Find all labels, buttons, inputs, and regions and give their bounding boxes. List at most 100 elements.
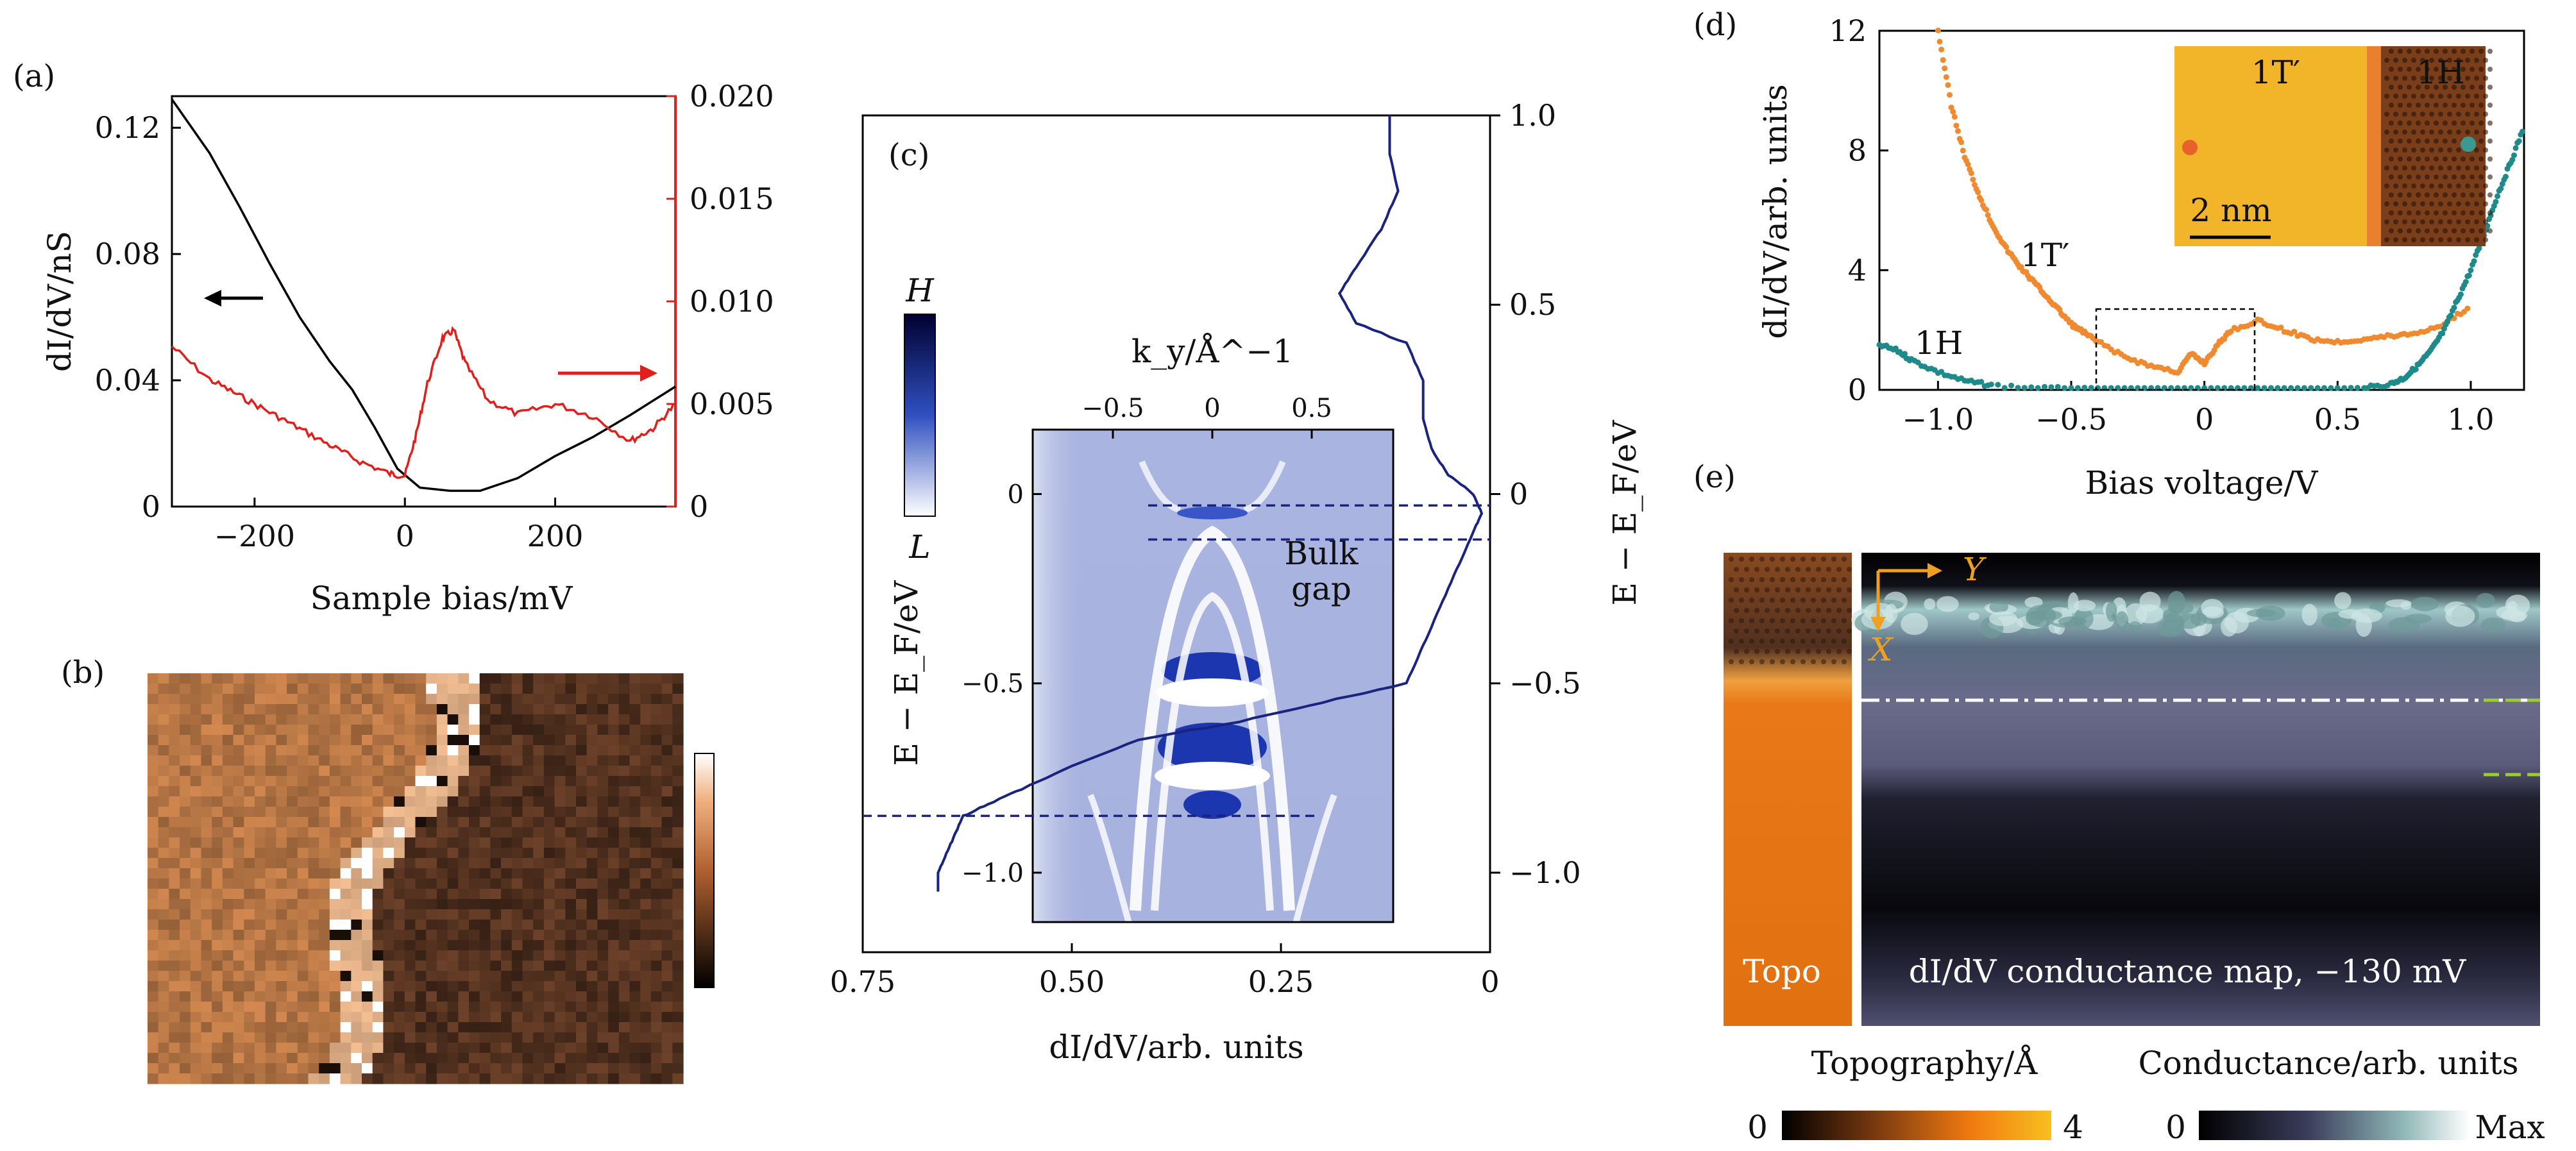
b-pixel: [629, 1032, 641, 1043]
b-pixel: [276, 848, 287, 859]
b-pixel: [222, 930, 234, 941]
b-pixel: [436, 837, 448, 848]
b-pixel: [469, 1022, 480, 1033]
b-pixel: [244, 930, 255, 941]
stm-lattice-dot: [2487, 121, 2493, 126]
c-ytick-label: 0: [1509, 476, 1528, 511]
b-pixel: [394, 827, 405, 838]
b-pixel: [426, 1043, 437, 1054]
b-pixel: [458, 1063, 470, 1074]
b-pixel: [308, 755, 319, 766]
b-pixel: [212, 940, 223, 951]
b-pixel: [340, 961, 352, 971]
stm-lattice-dot: [2438, 58, 2443, 63]
b-pixel: [148, 796, 159, 807]
b-pixel: [383, 950, 394, 961]
b-pixel: [608, 1043, 620, 1054]
cond-map-speckle: [2115, 611, 2129, 631]
b-pixel: [383, 930, 394, 941]
b-pixel: [469, 940, 480, 951]
stm-lattice-dot: [2429, 201, 2434, 206]
topo-lattice-dot: [1759, 598, 1765, 603]
b-pixel: [340, 684, 352, 694]
b-pixel: [501, 930, 513, 941]
stm-lattice-dot: [2452, 139, 2457, 144]
b-pixel: [586, 961, 598, 971]
d-point-1h: [2294, 385, 2301, 391]
stm-lattice-dot: [2438, 237, 2443, 242]
d-point-1h: [2288, 385, 2294, 391]
topo-lattice-dot: [1836, 649, 1842, 654]
b-pixel: [297, 909, 309, 920]
b-pixel: [618, 837, 631, 848]
b-pixel: [180, 920, 191, 930]
b-pixel: [650, 940, 663, 951]
b-pixel: [554, 909, 566, 920]
b-pixel: [329, 1012, 341, 1023]
d-point-1t: [1968, 170, 1974, 176]
b-pixel: [308, 961, 319, 971]
b-pixel: [276, 1063, 287, 1074]
b-pixel: [394, 899, 405, 910]
b-pixel: [287, 961, 298, 971]
arpes-band-blob-3: [1183, 791, 1241, 819]
b-pixel: [490, 837, 502, 848]
b-pixel: [297, 858, 309, 869]
b-pixel: [458, 817, 470, 828]
b-pixel: [287, 725, 298, 735]
b-pixel: [287, 704, 298, 715]
b-pixel: [222, 704, 234, 715]
b-pixel: [201, 807, 212, 818]
b-pixel: [533, 1063, 545, 1074]
b-pixel: [501, 766, 513, 777]
b-pixel: [190, 889, 202, 900]
b-pixel: [501, 1053, 513, 1064]
stm-lattice-dot: [2474, 183, 2479, 189]
b-pixel: [180, 1012, 191, 1023]
b-pixel: [522, 766, 534, 777]
b-pixel: [608, 817, 620, 828]
b-pixel: [383, 961, 394, 971]
topo-lattice-dot: [1806, 587, 1811, 592]
b-pixel: [672, 909, 684, 920]
b-pixel: [458, 858, 470, 869]
topo-lattice-dot: [1795, 608, 1801, 613]
b-pixel: [180, 909, 191, 920]
b-pixel: [597, 714, 609, 725]
b-pixel: [511, 755, 523, 766]
b-pixel: [222, 1063, 234, 1074]
b-pixel: [565, 755, 577, 766]
b-pixel: [287, 858, 298, 869]
stm-lattice-dot: [2425, 121, 2430, 126]
b-pixel: [490, 961, 502, 971]
b-pixel: [426, 796, 437, 807]
stm-lattice-dot: [2456, 219, 2461, 224]
panel-label-a: (a): [13, 58, 55, 94]
right-axis-arrowhead: [640, 365, 657, 382]
stm-lattice-dot: [2465, 183, 2470, 189]
stm-lattice-dot: [2479, 139, 2484, 144]
topo-lattice-dot: [1821, 639, 1826, 644]
b-pixel: [522, 684, 534, 694]
b-pixel: [650, 755, 663, 766]
b-pixel: [586, 971, 598, 982]
b-pixel: [608, 796, 620, 807]
b-pixel: [255, 714, 266, 725]
b-pixel: [287, 684, 298, 694]
b-pixel: [404, 991, 416, 1002]
b-pixel: [640, 1073, 652, 1084]
b-pixel: [169, 745, 180, 756]
b-pixel: [158, 1053, 169, 1064]
b-pixel: [329, 1032, 341, 1043]
b-pixel: [308, 930, 319, 941]
a-ytick-right-label: 0.015: [690, 181, 774, 216]
b-pixel: [233, 745, 244, 756]
b-pixel: [265, 735, 276, 746]
b-pixel: [576, 1012, 588, 1023]
b-pixel: [479, 766, 491, 777]
b-pixel: [372, 807, 384, 818]
b-pixel: [212, 755, 223, 766]
stm-lattice-dot: [2456, 147, 2461, 153]
d-point-1h: [2255, 385, 2261, 391]
b-pixel: [436, 735, 448, 746]
